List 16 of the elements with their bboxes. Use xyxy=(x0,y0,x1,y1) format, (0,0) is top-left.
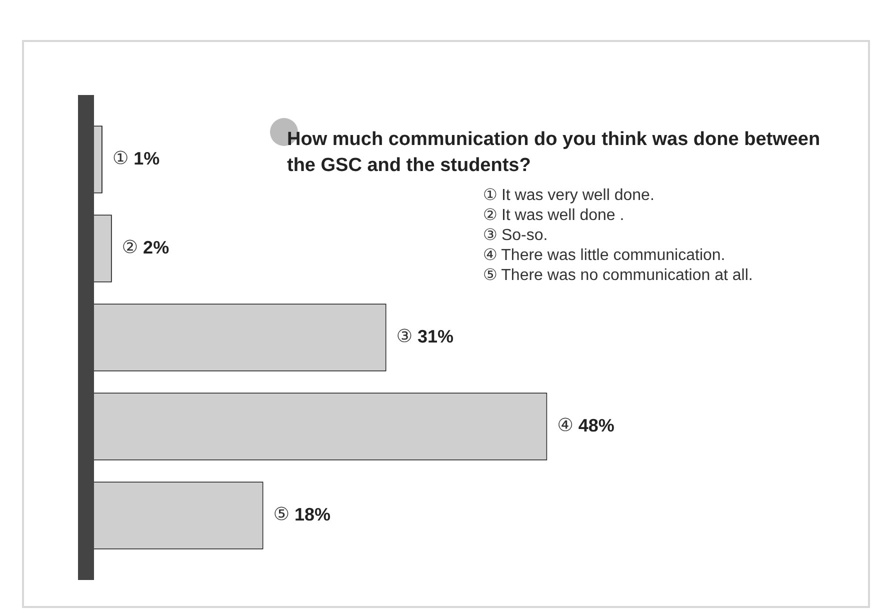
y-tick-label: ⑤ xyxy=(273,504,290,526)
y-tick-label: ④ xyxy=(557,415,574,436)
y-tick-label: ① xyxy=(112,148,129,170)
data-label: 18% xyxy=(294,504,330,524)
y-tick-label: ② xyxy=(122,237,138,258)
data-label: 31% xyxy=(417,326,454,346)
text: How much communication do you think was done between the GSC and the students? xyxy=(287,128,822,178)
data-label: 2% xyxy=(143,237,170,258)
data-label: 1% xyxy=(134,148,160,168)
annotation: ① It was very well done. xyxy=(483,186,656,206)
y-tick-label: ③ xyxy=(396,326,412,348)
annotation: ② It was well done . xyxy=(483,206,626,226)
data-label: 48% xyxy=(578,415,614,436)
annotation: ③ So-so. xyxy=(483,226,549,246)
annotation: ⑤ There was no communication at all. xyxy=(483,266,753,286)
annotation: ④ There was little communication. xyxy=(483,246,726,266)
